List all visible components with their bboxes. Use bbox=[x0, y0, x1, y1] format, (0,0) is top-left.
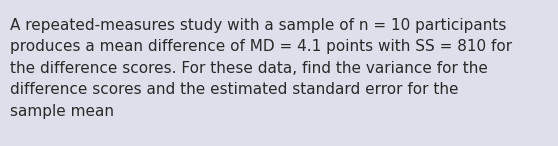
Text: A repeated-measures study with a sample of n = 10 participants
produces a mean d: A repeated-measures study with a sample … bbox=[10, 18, 512, 119]
